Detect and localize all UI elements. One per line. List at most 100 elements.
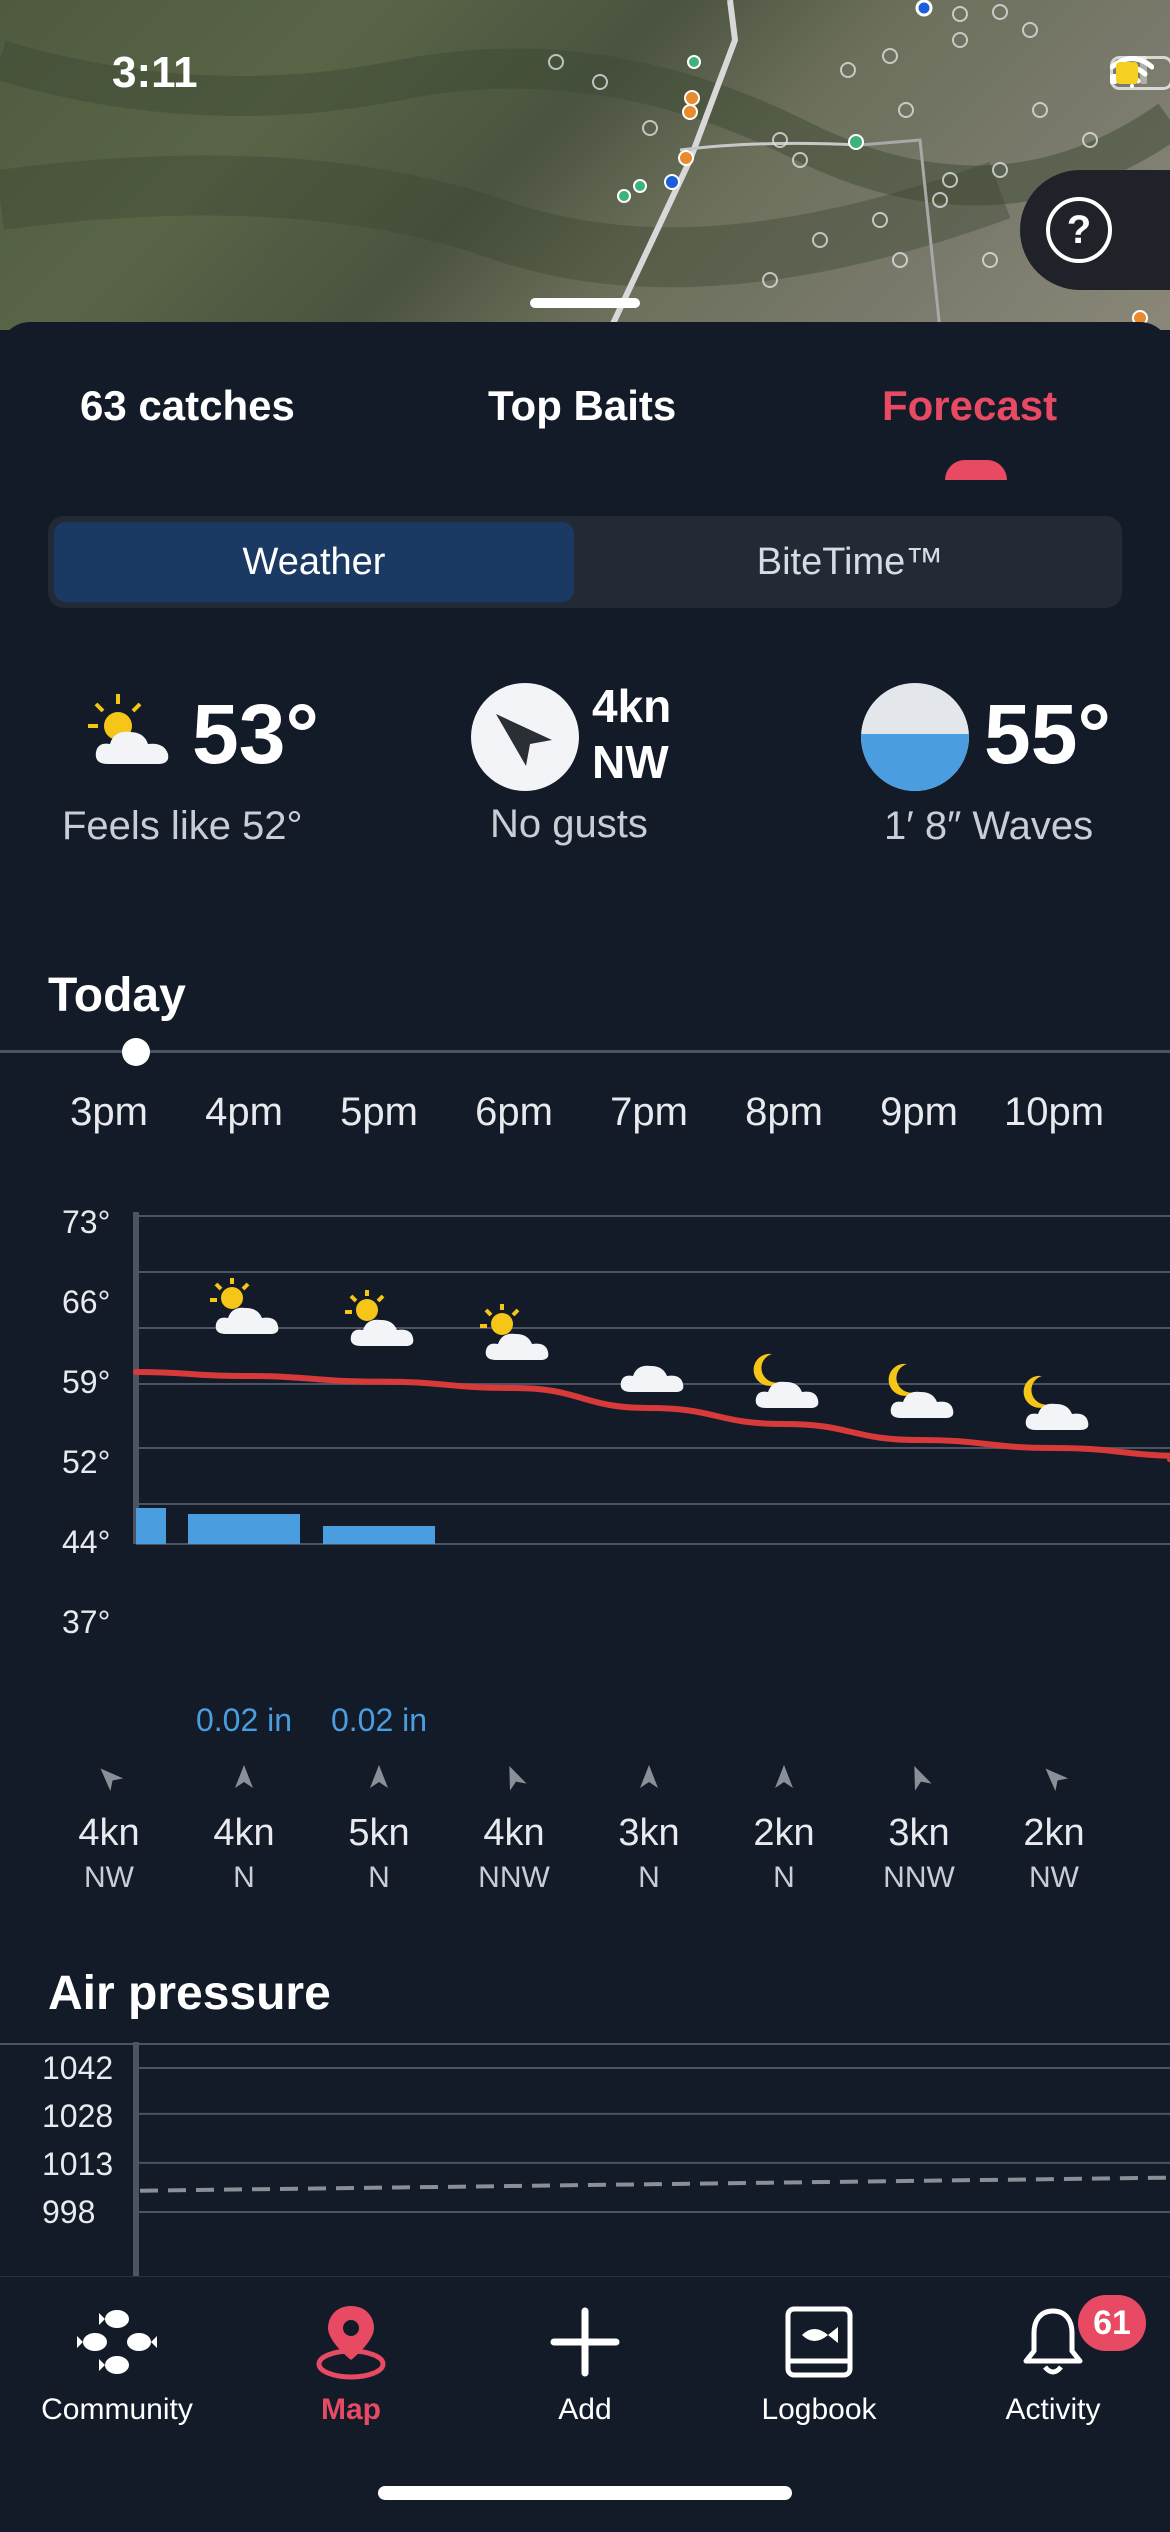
y-tick-label: 66° <box>62 1284 111 1320</box>
precip-bar <box>136 1508 166 1544</box>
air-pressure-chart[interactable] <box>0 2042 1170 2282</box>
bell-icon <box>1023 2308 1083 2375</box>
wind-speed-label: 3kn <box>618 1812 680 1854</box>
hour-label: 10pm <box>1003 1090 1105 1134</box>
wind-arrow-icon <box>184 1762 304 1802</box>
wind-direction-label: NNW <box>478 1861 550 1894</box>
wind-direction-label: NNW <box>883 1861 955 1894</box>
y-tick-label: 59° <box>62 1364 111 1400</box>
nav-label: Activity <box>1005 2393 1101 2426</box>
wind-arrow-icon <box>859 1762 979 1802</box>
battery-icon <box>1110 56 1170 90</box>
activity-badge: 61 <box>1078 2295 1146 2351</box>
hour-label: 7pm <box>610 1090 688 1134</box>
water-level-icon <box>861 683 969 791</box>
logbook-icon <box>785 2306 853 2378</box>
wind-speed-label: 4kn <box>483 1812 545 1854</box>
segment-weather[interactable]: Weather <box>54 522 574 602</box>
nav-community[interactable]: Community <box>0 2297 234 2427</box>
y-tick-label: 37° <box>62 1604 111 1640</box>
precip-label: 0.02 in <box>195 1702 293 1738</box>
pressure-line <box>139 2175 1170 2193</box>
active-tab-indicator <box>945 460 1007 480</box>
y-tick-label: 998 <box>42 2194 96 2230</box>
tab-top-baits[interactable]: Top Baits <box>488 382 677 429</box>
wind-forecast-item: 4kn NW <box>49 1762 169 1895</box>
tab-catches[interactable]: 63 catches <box>80 382 295 429</box>
wind-speed-label: 2kn <box>753 1812 815 1854</box>
wind-direction-label: N <box>638 1861 660 1894</box>
gusts: No gusts <box>490 802 648 846</box>
wind-forecast-item: 5kn N <box>319 1762 439 1895</box>
nav-map[interactable]: Map <box>234 2297 468 2427</box>
segment-bitetime[interactable]: BiteTime™ <box>756 540 944 583</box>
wind-forecast-item: 3kn N <box>589 1762 709 1895</box>
y-tick-label: 1028 <box>42 2098 114 2134</box>
wind-direction-label: N <box>773 1861 795 1894</box>
sheet-grabber[interactable] <box>530 298 640 308</box>
nav-label: Community <box>41 2393 193 2426</box>
feels-like: Feels like 52° <box>62 804 303 848</box>
tab-bar: 63 catches Top Baits Forecast <box>0 382 1170 462</box>
moon-cloud-icon <box>888 1363 954 1418</box>
home-indicator[interactable] <box>378 2486 792 2500</box>
hour-label: 8pm <box>745 1090 823 1134</box>
nav-add[interactable]: Add <box>468 2297 702 2427</box>
hour-label: 3pm <box>70 1090 148 1134</box>
precip-bar <box>188 1514 300 1544</box>
wind-forecast-item: 2kn NW <box>994 1762 1114 1895</box>
community-icon <box>77 2310 157 2374</box>
plus-icon <box>550 2307 620 2377</box>
wind-arrow-icon <box>724 1762 844 1802</box>
status-time: 3:11 <box>112 48 198 97</box>
wind-direction: NW <box>592 736 669 788</box>
wind-arrow-icon <box>994 1762 1114 1802</box>
hour-label: 6pm <box>475 1090 553 1134</box>
precip-bar <box>323 1526 435 1544</box>
y-tick-label: 1013 <box>42 2146 114 2182</box>
timeline-scrubber[interactable] <box>122 1038 150 1066</box>
wind-arrow-icon <box>454 1762 574 1802</box>
temperature-chart[interactable] <box>0 1202 1170 1622</box>
wind-forecast-item: 3kn NNW <box>859 1762 979 1895</box>
today-title: Today <box>48 969 186 1022</box>
satellite-map[interactable]: 3:11 ? <box>0 0 1170 330</box>
waves: 1′ 8″ Waves <box>884 804 1094 848</box>
wind-direction-label: NW <box>1029 1861 1079 1894</box>
wind-speed-label: 2kn <box>1023 1812 1085 1854</box>
wind-forecast-item: 2kn N <box>724 1762 844 1895</box>
wind-speed-label: 5kn <box>348 1812 410 1854</box>
forecast-sheet: 63 catches Top Baits Forecast Weather Bi… <box>0 322 1170 2532</box>
wind-arrow-icon <box>589 1762 709 1802</box>
map-pin-icon <box>316 2306 386 2380</box>
wind-direction-label: N <box>233 1861 255 1894</box>
wind-direction-label: NW <box>84 1861 134 1894</box>
partly-sunny-icon <box>88 694 169 764</box>
wind-forecast-item: 4kn NNW <box>454 1762 574 1895</box>
wind-arrow-icon <box>319 1762 439 1802</box>
wind-speed-label: 4kn <box>78 1812 140 1854</box>
y-tick-label: 1042 <box>42 2050 114 2086</box>
temperature-line <box>133 1369 1170 1463</box>
wind-speed-label: 4kn <box>213 1812 275 1854</box>
partly-sunny-icon <box>480 1304 549 1360</box>
air-pressure-title: Air pressure <box>48 1967 331 2020</box>
nav-label: Add <box>558 2393 612 2426</box>
moon-cloud-icon <box>1023 1375 1089 1430</box>
wind-forecast-item: 4kn N <box>184 1762 304 1895</box>
nav-logbook[interactable]: Logbook <box>702 2297 936 2427</box>
hour-label: 4pm <box>205 1090 283 1134</box>
tab-forecast[interactable]: Forecast <box>882 382 1058 429</box>
y-tick-label: 44° <box>62 1524 111 1560</box>
wind-arrow-icon <box>49 1762 169 1802</box>
help-icon: ? <box>1046 197 1112 263</box>
hour-label: 5pm <box>340 1090 418 1134</box>
nav-activity[interactable]: Activity <box>936 2297 1170 2427</box>
water-temp: 55° <box>984 687 1112 781</box>
y-tick-label: 73° <box>62 1204 111 1240</box>
timeline-track[interactable] <box>0 1050 1170 1053</box>
help-button[interactable]: ? <box>1020 170 1170 290</box>
moon-cloud-icon <box>753 1353 819 1408</box>
wind-speed: 4kn <box>592 680 672 732</box>
